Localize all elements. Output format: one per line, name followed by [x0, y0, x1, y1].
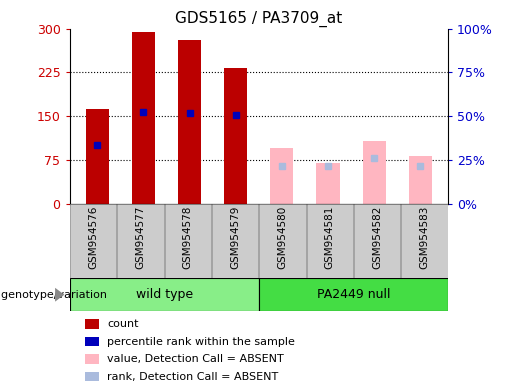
Text: GSM954581: GSM954581: [325, 206, 335, 269]
Text: genotype/variation: genotype/variation: [1, 290, 114, 300]
Bar: [70, 204, 116, 278]
Bar: [259, 204, 305, 278]
Text: GSM954580: GSM954580: [278, 206, 287, 269]
Text: rank, Detection Call = ABSENT: rank, Detection Call = ABSENT: [107, 372, 279, 382]
Bar: [70, 278, 259, 311]
Bar: [409, 156, 432, 204]
Bar: [178, 40, 201, 204]
Text: PA2449 null: PA2449 null: [317, 288, 390, 301]
Text: GSM954579: GSM954579: [230, 206, 240, 269]
Bar: [224, 68, 247, 204]
Bar: [270, 148, 294, 204]
Bar: [354, 204, 400, 278]
Text: wild type: wild type: [135, 288, 193, 301]
Text: GSM954583: GSM954583: [419, 206, 430, 269]
Bar: [306, 204, 353, 278]
Bar: [165, 204, 211, 278]
Bar: [84, 337, 99, 346]
Text: GSM954582: GSM954582: [372, 206, 382, 269]
Text: GSM954578: GSM954578: [183, 206, 193, 269]
Bar: [117, 204, 164, 278]
Text: count: count: [107, 319, 139, 329]
Bar: [84, 319, 99, 329]
Bar: [85, 109, 109, 204]
Bar: [363, 141, 386, 204]
Text: GSM954577: GSM954577: [135, 206, 146, 269]
Text: value, Detection Call = ABSENT: value, Detection Call = ABSENT: [107, 354, 284, 364]
Bar: [84, 372, 99, 381]
Bar: [212, 204, 259, 278]
Bar: [401, 204, 448, 278]
Text: GSM954576: GSM954576: [88, 206, 98, 269]
Title: GDS5165 / PA3709_at: GDS5165 / PA3709_at: [175, 11, 342, 27]
Bar: [317, 163, 339, 204]
Bar: [84, 354, 99, 364]
Text: percentile rank within the sample: percentile rank within the sample: [107, 337, 295, 347]
Bar: [259, 278, 448, 311]
Bar: [132, 32, 155, 204]
